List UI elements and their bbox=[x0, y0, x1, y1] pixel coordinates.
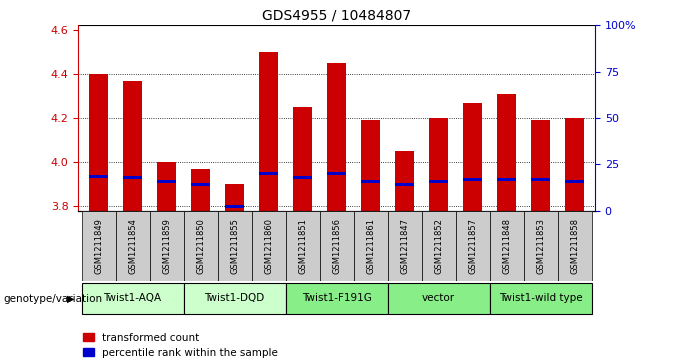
Bar bbox=[191, 169, 210, 211]
Text: Twist1-DQD: Twist1-DQD bbox=[205, 293, 265, 303]
Bar bbox=[259, 52, 278, 211]
FancyBboxPatch shape bbox=[252, 211, 286, 281]
Text: GSM1211860: GSM1211860 bbox=[264, 218, 273, 274]
Bar bbox=[89, 74, 108, 211]
FancyBboxPatch shape bbox=[320, 211, 354, 281]
Text: GSM1211851: GSM1211851 bbox=[298, 218, 307, 274]
Text: GSM1211861: GSM1211861 bbox=[366, 218, 375, 274]
Bar bbox=[157, 162, 176, 211]
Text: Twist1-AQA: Twist1-AQA bbox=[103, 293, 162, 303]
Bar bbox=[395, 151, 414, 211]
Text: GSM1211847: GSM1211847 bbox=[400, 218, 409, 274]
Text: GSM1211853: GSM1211853 bbox=[536, 218, 545, 274]
Text: ▶: ▶ bbox=[67, 294, 74, 303]
Bar bbox=[531, 120, 550, 211]
FancyBboxPatch shape bbox=[82, 211, 116, 281]
Bar bbox=[463, 178, 482, 181]
Bar bbox=[531, 178, 550, 181]
FancyBboxPatch shape bbox=[388, 211, 422, 281]
Bar bbox=[225, 205, 244, 208]
Text: GSM1211859: GSM1211859 bbox=[162, 218, 171, 274]
Text: GSM1211848: GSM1211848 bbox=[502, 218, 511, 274]
Bar bbox=[429, 118, 448, 211]
Text: GSM1211857: GSM1211857 bbox=[468, 218, 477, 274]
Text: GSM1211852: GSM1211852 bbox=[434, 218, 443, 274]
Text: genotype/variation: genotype/variation bbox=[3, 294, 103, 303]
Bar bbox=[497, 94, 516, 211]
FancyBboxPatch shape bbox=[218, 211, 252, 281]
FancyBboxPatch shape bbox=[184, 283, 286, 314]
FancyBboxPatch shape bbox=[116, 211, 150, 281]
Bar bbox=[89, 175, 108, 178]
Bar bbox=[327, 63, 346, 211]
FancyBboxPatch shape bbox=[422, 211, 456, 281]
Bar bbox=[293, 107, 312, 211]
Text: GSM1211855: GSM1211855 bbox=[230, 218, 239, 274]
Bar bbox=[191, 183, 210, 185]
Bar bbox=[565, 180, 584, 183]
Title: GDS4955 / 10484807: GDS4955 / 10484807 bbox=[262, 9, 411, 23]
Text: GSM1211856: GSM1211856 bbox=[332, 218, 341, 274]
Text: GSM1211854: GSM1211854 bbox=[128, 218, 137, 274]
FancyBboxPatch shape bbox=[286, 283, 388, 314]
Bar bbox=[157, 180, 176, 183]
Bar bbox=[565, 118, 584, 211]
Bar bbox=[463, 103, 482, 211]
FancyBboxPatch shape bbox=[150, 211, 184, 281]
Bar bbox=[327, 172, 346, 175]
FancyBboxPatch shape bbox=[388, 283, 490, 314]
Text: Twist1-F191G: Twist1-F191G bbox=[302, 293, 371, 303]
FancyBboxPatch shape bbox=[490, 211, 524, 281]
Bar bbox=[225, 184, 244, 211]
Bar bbox=[123, 176, 142, 179]
FancyBboxPatch shape bbox=[558, 211, 592, 281]
FancyBboxPatch shape bbox=[490, 283, 592, 314]
Bar bbox=[293, 176, 312, 179]
Text: GSM1211858: GSM1211858 bbox=[570, 218, 579, 274]
FancyBboxPatch shape bbox=[286, 211, 320, 281]
FancyBboxPatch shape bbox=[354, 211, 388, 281]
FancyBboxPatch shape bbox=[184, 211, 218, 281]
Bar bbox=[429, 180, 448, 183]
Bar bbox=[259, 172, 278, 175]
Text: GSM1211850: GSM1211850 bbox=[196, 218, 205, 274]
FancyBboxPatch shape bbox=[524, 211, 558, 281]
Bar bbox=[395, 183, 414, 185]
Text: vector: vector bbox=[422, 293, 455, 303]
Bar bbox=[497, 178, 516, 181]
Legend: transformed count, percentile rank within the sample: transformed count, percentile rank withi… bbox=[84, 333, 278, 358]
Bar bbox=[123, 81, 142, 211]
Text: Twist1-wild type: Twist1-wild type bbox=[499, 293, 582, 303]
FancyBboxPatch shape bbox=[82, 283, 184, 314]
Text: GSM1211849: GSM1211849 bbox=[94, 218, 103, 274]
Bar bbox=[361, 180, 380, 183]
FancyBboxPatch shape bbox=[456, 211, 490, 281]
Bar bbox=[361, 120, 380, 211]
